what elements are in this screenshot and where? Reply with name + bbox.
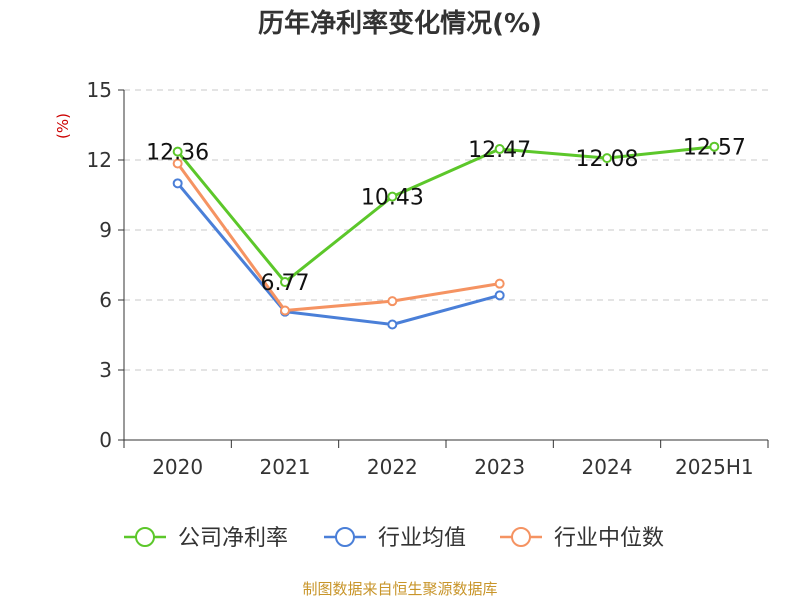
y-tick-label: 0 — [99, 428, 112, 452]
legend-label: 公司净利率 — [178, 526, 288, 551]
data-point — [387, 296, 398, 307]
series-line — [176, 145, 716, 284]
data-label: 6.77 — [261, 271, 310, 296]
data-label: 12.57 — [683, 136, 746, 161]
data-point — [280, 305, 290, 316]
y-tick-label: 12 — [87, 148, 112, 172]
data-point — [172, 178, 183, 189]
data-point — [172, 158, 183, 169]
data-source-note: 制图数据来自恒生聚源数据库 — [302, 580, 497, 598]
x-tick-label: 2022 — [367, 455, 418, 479]
y-tick-label: 9 — [99, 218, 112, 242]
axes: 0 3 6 9 12 15 2020 2021 2022 2023 2024 2025H1 — [87, 78, 769, 479]
data-point — [494, 144, 505, 155]
data-point — [494, 278, 505, 289]
series-2 — [172, 158, 505, 316]
series-0 — [172, 141, 720, 288]
data-label: 10.43 — [361, 186, 424, 211]
legend-label: 行业均值 — [378, 526, 466, 551]
legend-marker — [135, 527, 155, 547]
x-tick-label: 2025H1 — [675, 455, 754, 479]
x-tick-label: 2024 — [582, 455, 633, 479]
legend-item-1[interactable]: 行业均值 — [324, 526, 466, 551]
y-tick-label: 6 — [99, 288, 112, 312]
data-label: 12.47 — [468, 138, 531, 163]
data-point — [172, 146, 183, 157]
y-tick-label: 15 — [87, 78, 112, 102]
legend-label: 行业中位数 — [554, 526, 664, 551]
series-line — [176, 162, 502, 312]
series-line — [176, 181, 502, 326]
data-labels: 12.36 6.77 10.43 12.47 12.08 12.57 — [146, 136, 746, 296]
y-tick-label: 3 — [99, 358, 112, 382]
data-label: 12.36 — [146, 141, 209, 166]
x-tick-label: 2020 — [152, 455, 203, 479]
legend-item-0[interactable]: 公司净利率 — [124, 526, 288, 551]
data-point — [387, 191, 398, 202]
legend-item-2[interactable]: 行业中位数 — [500, 526, 664, 551]
series-layer — [172, 141, 720, 330]
data-point — [494, 290, 505, 301]
gridlines — [124, 89, 768, 371]
y-axis-unit: (%) — [54, 113, 72, 139]
legend-marker — [511, 527, 531, 547]
x-tick-label: 2021 — [260, 455, 311, 479]
chart-title: 历年净利率变化情况(%) — [258, 8, 542, 39]
data-point — [602, 153, 612, 164]
data-label: 12.08 — [576, 147, 639, 172]
data-point — [387, 319, 398, 330]
data-point — [280, 277, 290, 288]
legend-marker — [335, 527, 355, 547]
legend[interactable]: 公司净利率 行业均值 行业中位数 — [124, 526, 664, 551]
x-tick-label: 2023 — [474, 455, 525, 479]
data-point — [709, 141, 720, 152]
